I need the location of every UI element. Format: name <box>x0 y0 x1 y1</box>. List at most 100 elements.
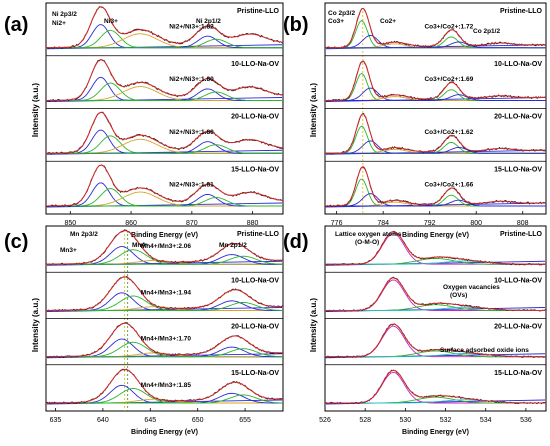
peak-annotation: Co 2p1/2 <box>473 28 500 35</box>
fit-component <box>46 129 283 154</box>
spectrum-fit <box>46 59 284 101</box>
series-name: 15-LLO-Na-OV <box>231 370 279 377</box>
x-tick-label: 536 <box>520 417 532 424</box>
fit-component <box>46 91 283 101</box>
ratio-label: Ni2+/Ni3+:1.80 <box>169 129 214 136</box>
ratio-label: Mn4+/Mn3+:2.06 <box>141 243 192 250</box>
peak-annotation: Mn 2p3/2 <box>70 231 98 238</box>
fit-component <box>46 348 284 358</box>
ratio-label: Ni2+/Ni3+:1.80 <box>169 76 214 83</box>
series-name: 10-LLO-Na-OV <box>494 61 542 68</box>
peak-annotation: Co3+ <box>328 18 344 25</box>
fit-component <box>46 182 283 207</box>
panel-letter: (b) <box>283 14 309 36</box>
spectrum-fit <box>46 6 284 49</box>
ratio-label: Ni2+/Ni3+:1.81 <box>169 182 214 189</box>
fit-component <box>325 371 546 404</box>
fit-component <box>46 197 283 207</box>
series-name: 20-LLO-Na-OV <box>231 114 279 121</box>
spectrum-fit <box>46 111 284 154</box>
spectrum-fit <box>325 113 547 154</box>
y-axis-label: Intensity (a.u.) <box>309 298 318 353</box>
x-tick-label: 792 <box>424 220 436 227</box>
peak-annotation: Mn3+ <box>60 247 77 254</box>
x-tick-label: 870 <box>186 220 198 227</box>
spectrum-fit <box>325 323 546 358</box>
panel-2: (b) Intensity (a.u.) 776 784 792 800 808 Bindin… <box>283 2 547 239</box>
fit-component <box>325 279 546 311</box>
series-name: 20-LLO-Na-OV <box>494 324 542 331</box>
x-tick-label: 534 <box>480 417 492 424</box>
peak-annotation: (O-M-O) <box>355 239 379 246</box>
peak-annotation: Ni 2p1/2 <box>196 18 221 25</box>
fit-component <box>325 199 546 207</box>
series-name: 10-LLO-Na-OV <box>231 277 279 284</box>
fit-component <box>325 194 546 207</box>
spectrum-fit <box>46 164 284 207</box>
ratio-label: Co3+/Co2+:1.72 <box>424 23 473 30</box>
spectrum-fit <box>325 369 546 404</box>
peak-annotation: Ni3+ <box>104 18 118 25</box>
x-axis-label: Binding Energy (eV) <box>402 429 469 436</box>
spectrum-fit <box>46 230 283 265</box>
fit-component <box>325 142 546 154</box>
series-name: 15-LLO-Na-OV <box>231 166 279 173</box>
x-tick-label: 635 <box>50 417 62 424</box>
series-name: 10-LLO-Na-OV <box>231 61 279 68</box>
x-tick-label: 532 <box>440 417 452 424</box>
peak-annotation: Ni 2p3/2 <box>52 11 77 18</box>
x-tick-label: 530 <box>400 417 412 424</box>
peak-annotation: Ni2+ <box>52 20 66 27</box>
fit-component <box>46 255 284 265</box>
x-axis-label: Binding Energy (eV) <box>402 232 469 239</box>
fit-component <box>325 41 546 49</box>
series-name: Pristine-LLO <box>237 231 280 238</box>
x-tick-label: 645 <box>144 417 156 424</box>
x-tick-label: 784 <box>377 220 389 227</box>
fit-component <box>325 36 546 49</box>
fit-component <box>46 144 283 154</box>
spectrum-fit <box>46 276 283 311</box>
fit-component <box>325 94 546 101</box>
x-tick-label: 640 <box>97 417 109 424</box>
spectrum-fit <box>325 231 546 265</box>
fit-component <box>325 147 546 154</box>
ratio-label: Mn4+/Mn3+:1.85 <box>141 382 192 389</box>
ratio-label: Co3+/Co2+:1.69 <box>424 76 473 83</box>
series-name: 15-LLO-Na-OV <box>494 370 542 377</box>
peak-annotation: Surface adsorbed oxide ions <box>440 347 529 354</box>
y-axis-label: Intensity (a.u.) <box>309 83 318 138</box>
series-name: 10-LLO-Na-OV <box>494 277 542 284</box>
peak-annotation: (OVs) <box>450 292 467 299</box>
spectrum-fit <box>325 7 547 49</box>
peak-annotation: Co 2p3/2 <box>328 10 355 17</box>
x-tick-label: 800 <box>470 220 482 227</box>
spectrum-fit <box>325 166 546 207</box>
series-name: Pristine-LLO <box>500 8 543 15</box>
fit-component <box>46 24 283 49</box>
panel-letter: (c) <box>4 231 28 253</box>
x-tick-label: 526 <box>319 417 331 424</box>
spectrum-fit <box>325 60 546 101</box>
x-tick-label: 650 <box>192 417 204 424</box>
fit-component <box>325 193 546 207</box>
y-axis-label: Intensity (a.u.) <box>31 83 40 138</box>
panel-letter: (d) <box>283 231 309 253</box>
series-name: 15-LLO-Na-OV <box>494 166 542 173</box>
x-tick-label: 860 <box>125 220 137 227</box>
spectrum-fit <box>46 322 283 358</box>
panel-1: (a) Intensity (a.u.) 850 860 870 880 Binding E… <box>4 2 284 239</box>
ratio-label: Co3+/Co2+:1.62 <box>424 129 473 136</box>
x-tick-label: 655 <box>239 417 251 424</box>
series-name: Pristine-LLO <box>500 231 543 238</box>
ratio-label: Mn4+/Mn3+:1.70 <box>141 336 192 343</box>
panel-4: (d) Intensity (a.u.) 526 528 530 532 534 536 Bin… <box>283 225 547 436</box>
panel-letter: (a) <box>4 14 28 36</box>
peak-annotation: Lattice oxygen atoms <box>335 231 402 238</box>
peak-annotation: Mn 2p1/2 <box>219 242 247 249</box>
fit-component <box>46 301 283 311</box>
panel-3: (c) Intensity (a.u.) 635 640 645 650 655 Bindin… <box>4 225 284 436</box>
fit-component <box>46 394 283 404</box>
spectrum-fit <box>325 277 546 311</box>
